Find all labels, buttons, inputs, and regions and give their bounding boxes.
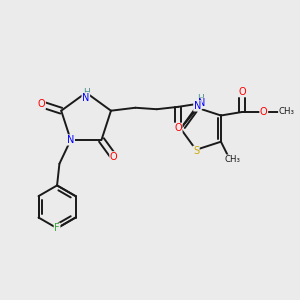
Text: N: N <box>67 135 74 145</box>
Text: CH₃: CH₃ <box>224 155 240 164</box>
Text: N: N <box>194 101 201 111</box>
Text: N: N <box>82 93 89 103</box>
Text: H: H <box>83 88 89 97</box>
Text: O: O <box>110 152 118 162</box>
Text: CH₃: CH₃ <box>279 107 295 116</box>
Text: F: F <box>54 223 60 233</box>
Text: O: O <box>38 99 45 109</box>
Text: H: H <box>197 94 203 103</box>
Text: O: O <box>260 107 268 117</box>
Text: O: O <box>174 123 182 133</box>
Text: N: N <box>198 98 205 108</box>
Text: O: O <box>238 87 246 97</box>
Text: S: S <box>193 146 199 156</box>
